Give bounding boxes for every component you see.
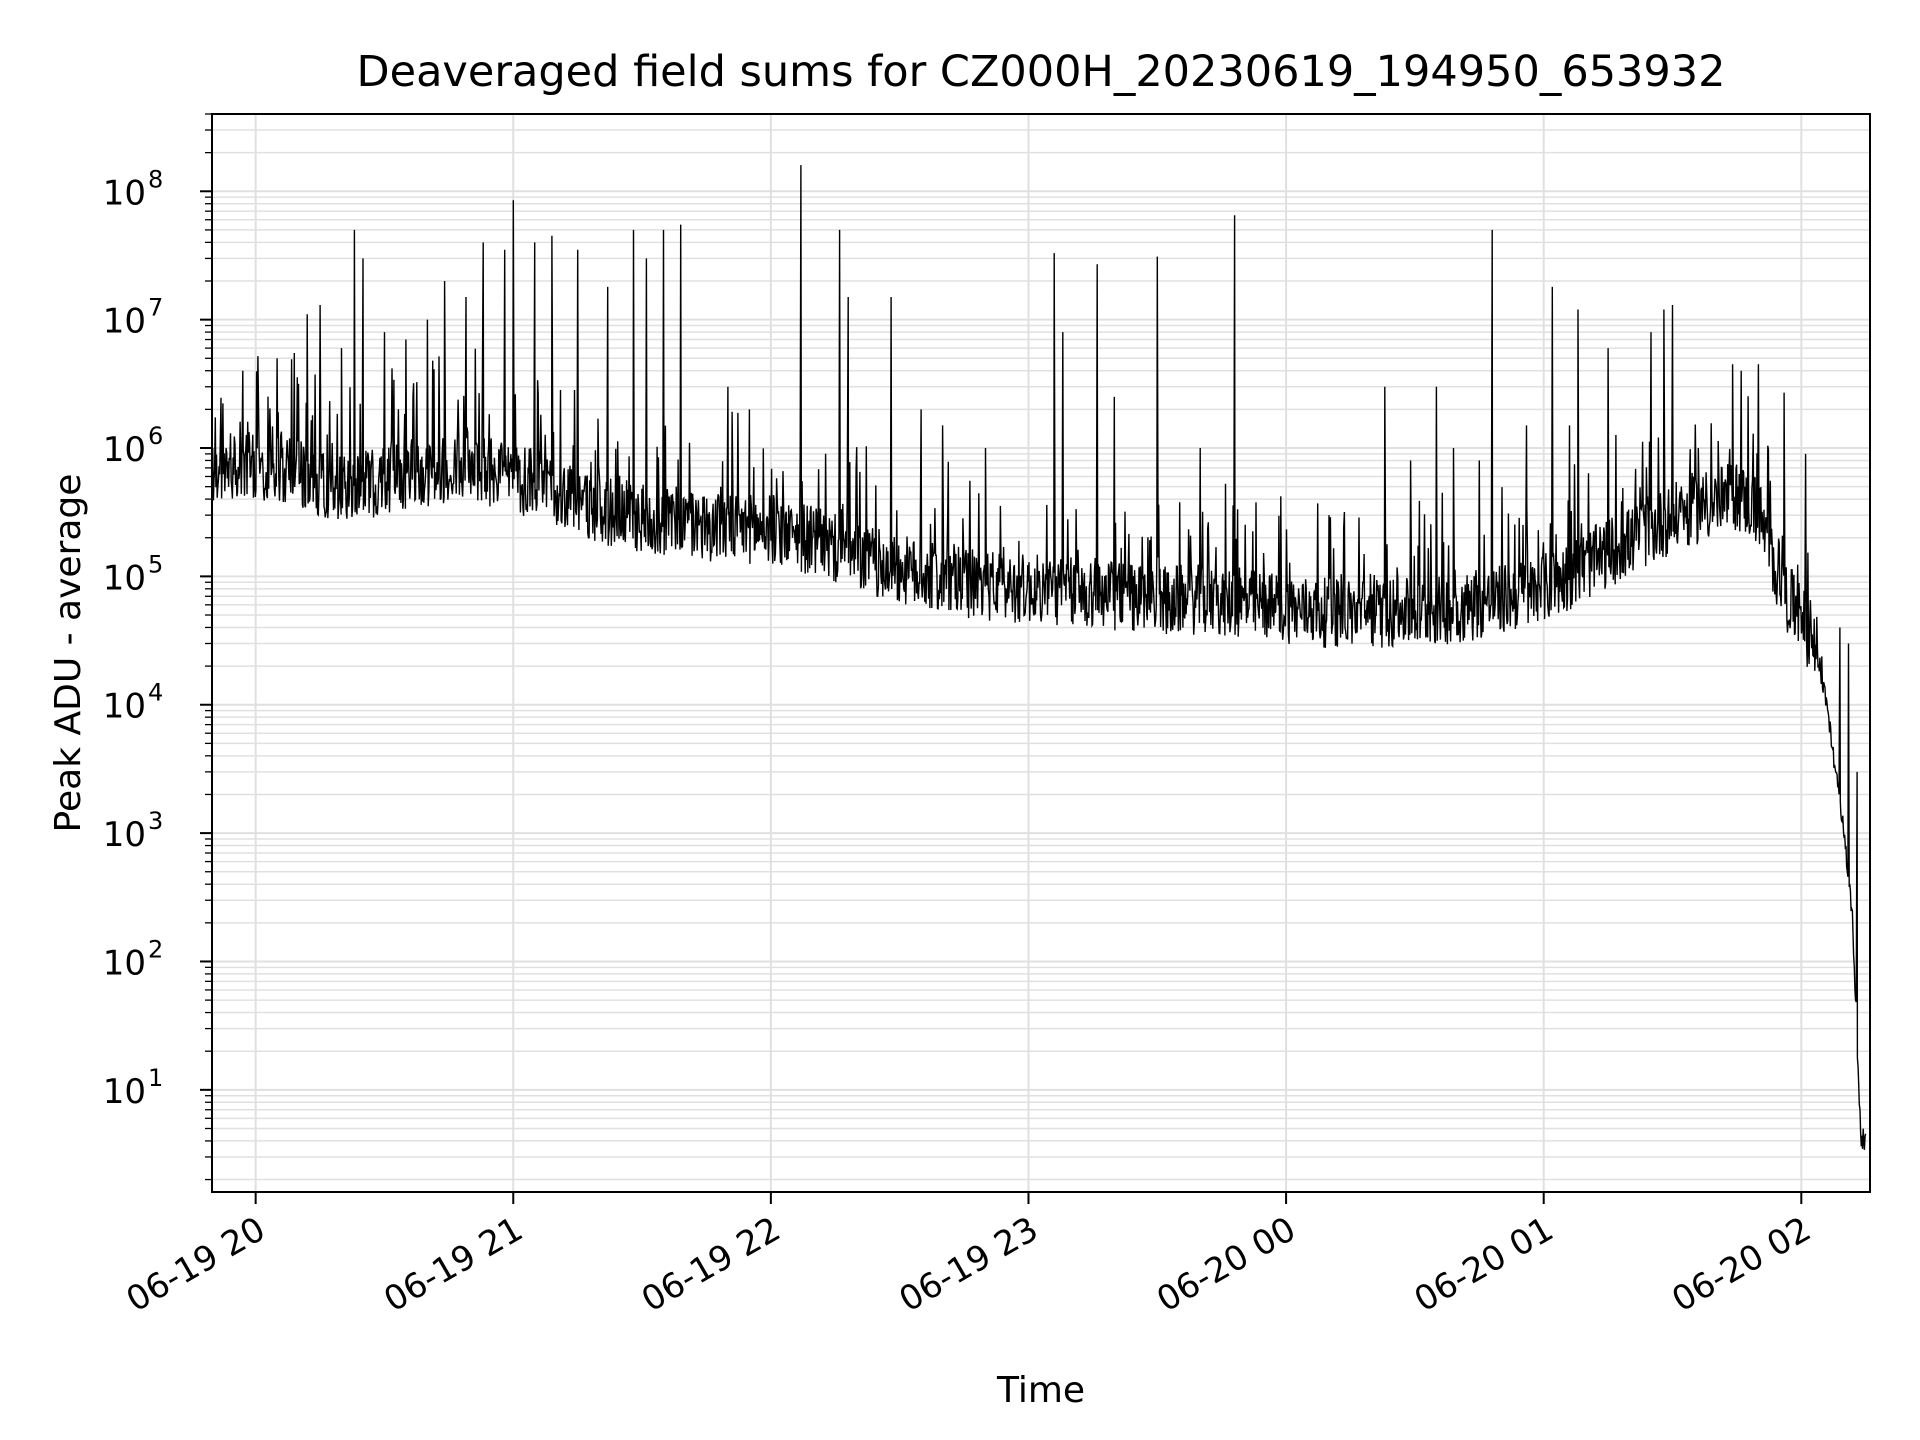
y-tick-label: 10 — [103, 173, 146, 213]
y-tick-label-exponent: 7 — [148, 294, 163, 322]
y-tick-label: 10 — [103, 687, 146, 727]
y-tick-label-exponent: 6 — [148, 422, 163, 450]
y-tick-label: 10 — [103, 1072, 146, 1112]
y-tick-label-exponent: 8 — [148, 165, 163, 193]
x-axis-title: Time — [996, 1370, 1085, 1411]
y-tick-label-exponent: 3 — [148, 807, 163, 835]
data-layer — [212, 165, 1867, 1150]
y-tick-label: 10 — [103, 302, 146, 342]
chart-title: Deaveraged field sums for CZ000H_2023061… — [357, 47, 1726, 97]
y-tick-label: 10 — [103, 430, 146, 470]
y-tick-label-exponent: 1 — [148, 1064, 163, 1092]
y-axis-title: Peak ADU - average — [48, 474, 89, 833]
plot-area-frame — [211, 113, 1871, 1193]
y-tick-label-exponent: 2 — [148, 935, 163, 963]
grid-layer — [212, 113, 1870, 1192]
series-line — [212, 165, 1867, 1150]
y-tick-label-exponent: 5 — [148, 550, 163, 578]
y-tick-label-exponent: 4 — [148, 679, 163, 707]
y-tick-label: 10 — [103, 558, 146, 598]
y-tick-label: 10 — [103, 943, 146, 983]
y-tick-label: 10 — [103, 815, 146, 855]
